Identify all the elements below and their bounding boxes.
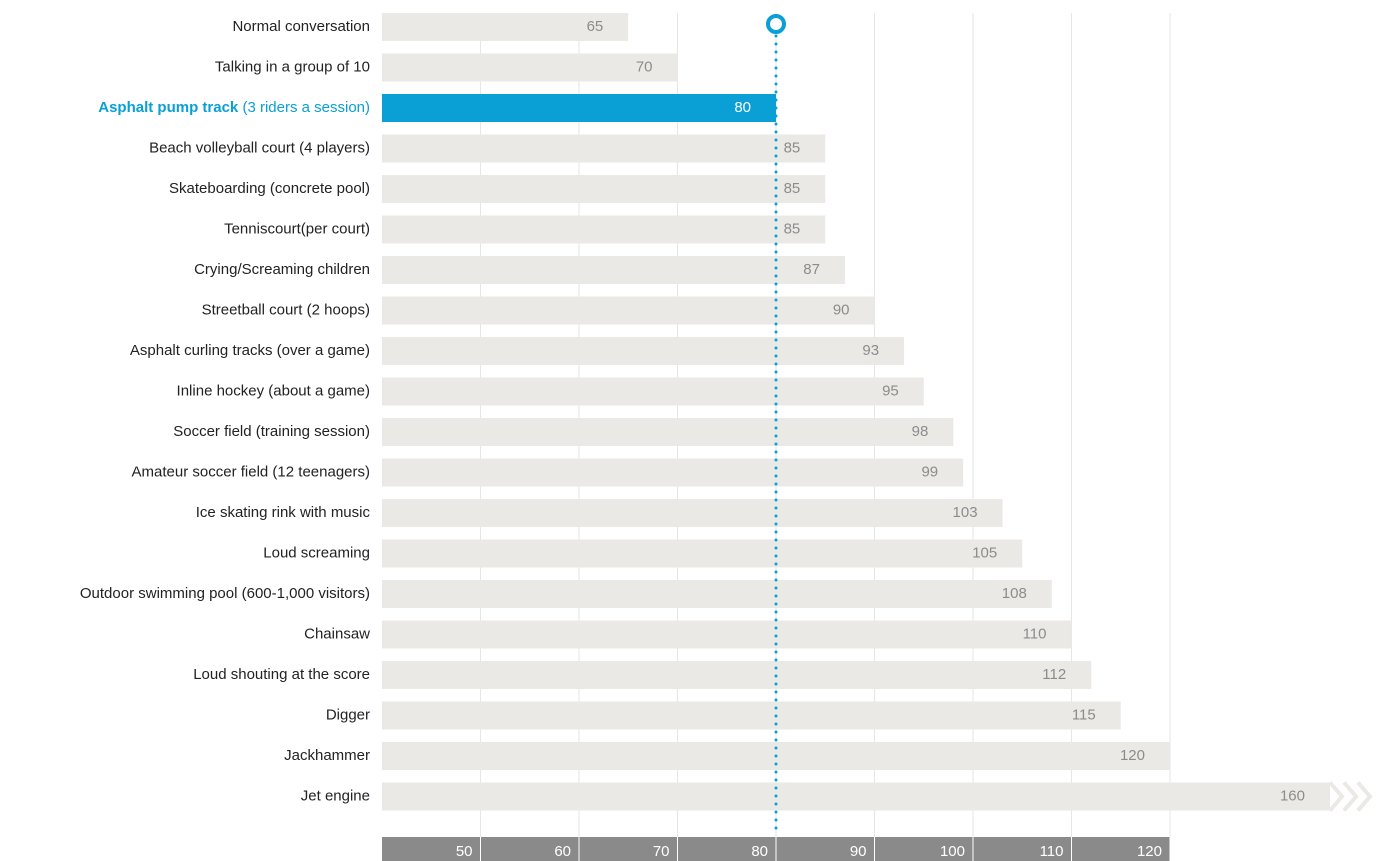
- value-label: 160: [1280, 787, 1305, 804]
- category-label: Chainsaw: [304, 625, 370, 642]
- category-label: Loud screaming: [263, 544, 370, 561]
- bar: [382, 499, 1003, 527]
- x-tick-label: 60: [554, 843, 571, 860]
- value-label: 80: [734, 99, 751, 116]
- bar: [382, 620, 1072, 649]
- value-label: 93: [862, 342, 879, 359]
- category-label: Soccer field (training session): [173, 423, 370, 440]
- value-label: 70: [636, 58, 653, 75]
- bar: [382, 580, 1052, 608]
- value-label: 108: [1002, 585, 1027, 602]
- bar: [382, 256, 845, 284]
- value-label: 112: [1042, 666, 1066, 683]
- category-label: Inline hockey (about a game): [177, 382, 370, 399]
- category-label: Asphalt pump track (3 riders a session): [98, 99, 370, 116]
- value-label: 110: [1023, 625, 1047, 642]
- value-label: 90: [833, 301, 850, 318]
- bar: [382, 337, 905, 365]
- bar: [382, 377, 924, 406]
- category-label: Digger: [326, 706, 370, 723]
- category-label: Outdoor swimming pool (600-1,000 visitor…: [80, 585, 370, 602]
- value-label: 87: [803, 261, 820, 278]
- value-label: 99: [921, 463, 938, 480]
- category-label: Tenniscourt(per court): [224, 220, 370, 237]
- category-label-bold: Asphalt pump track: [98, 99, 239, 116]
- bar: [382, 701, 1121, 730]
- bar: [382, 782, 1330, 811]
- category-label: Loud shouting at the score: [193, 666, 370, 683]
- x-tick-label: 110: [1040, 843, 1064, 860]
- bar: [382, 539, 1023, 568]
- category-label: Skateboarding (concrete pool): [169, 180, 370, 197]
- bar: [382, 418, 954, 446]
- reference-marker: [766, 14, 786, 34]
- category-label: Talking in a group of 10: [215, 58, 370, 75]
- bar-break: [1328, 781, 1345, 812]
- x-tick-label: 90: [850, 843, 867, 860]
- value-label: 115: [1072, 706, 1096, 723]
- value-label: 103: [953, 504, 978, 521]
- x-tick-label: 50: [456, 843, 473, 860]
- x-tick-label: 80: [751, 843, 768, 860]
- x-tick-label: 120: [1137, 843, 1162, 860]
- value-label: 85: [784, 220, 801, 237]
- value-label: 65: [587, 18, 604, 35]
- category-label: Jet engine: [301, 787, 370, 804]
- bar-break: [1342, 781, 1359, 812]
- category-label: Asphalt curling tracks (over a game): [130, 342, 370, 359]
- bar: [382, 296, 875, 325]
- value-label: 120: [1120, 747, 1145, 764]
- bar-break: [1356, 781, 1373, 812]
- bar: [382, 175, 826, 203]
- x-tick-label: 100: [940, 843, 965, 860]
- bar: [382, 134, 826, 163]
- category-label: Crying/Screaming children: [194, 261, 370, 278]
- value-label: 105: [972, 544, 997, 561]
- bar: [382, 94, 776, 122]
- value-label: 98: [912, 423, 929, 440]
- category-label: Streetball court (2 hoops): [202, 301, 370, 318]
- category-label: Normal conversation: [232, 18, 370, 35]
- category-label-note: (3 riders a session): [238, 99, 370, 116]
- category-label: Beach volleyball court (4 players): [149, 139, 370, 156]
- category-label: Ice skating rink with music: [196, 504, 371, 521]
- value-label: 85: [784, 139, 801, 156]
- x-tick-label: 70: [653, 843, 670, 860]
- bar: [382, 661, 1092, 689]
- bar: [382, 53, 678, 82]
- value-label: 85: [784, 180, 801, 197]
- category-label: Jackhammer: [284, 747, 370, 764]
- bar: [382, 458, 964, 487]
- value-label: 95: [882, 382, 899, 399]
- category-label: Amateur soccer field (12 teenagers): [132, 463, 370, 480]
- bar: [382, 215, 826, 244]
- bar: [382, 13, 629, 41]
